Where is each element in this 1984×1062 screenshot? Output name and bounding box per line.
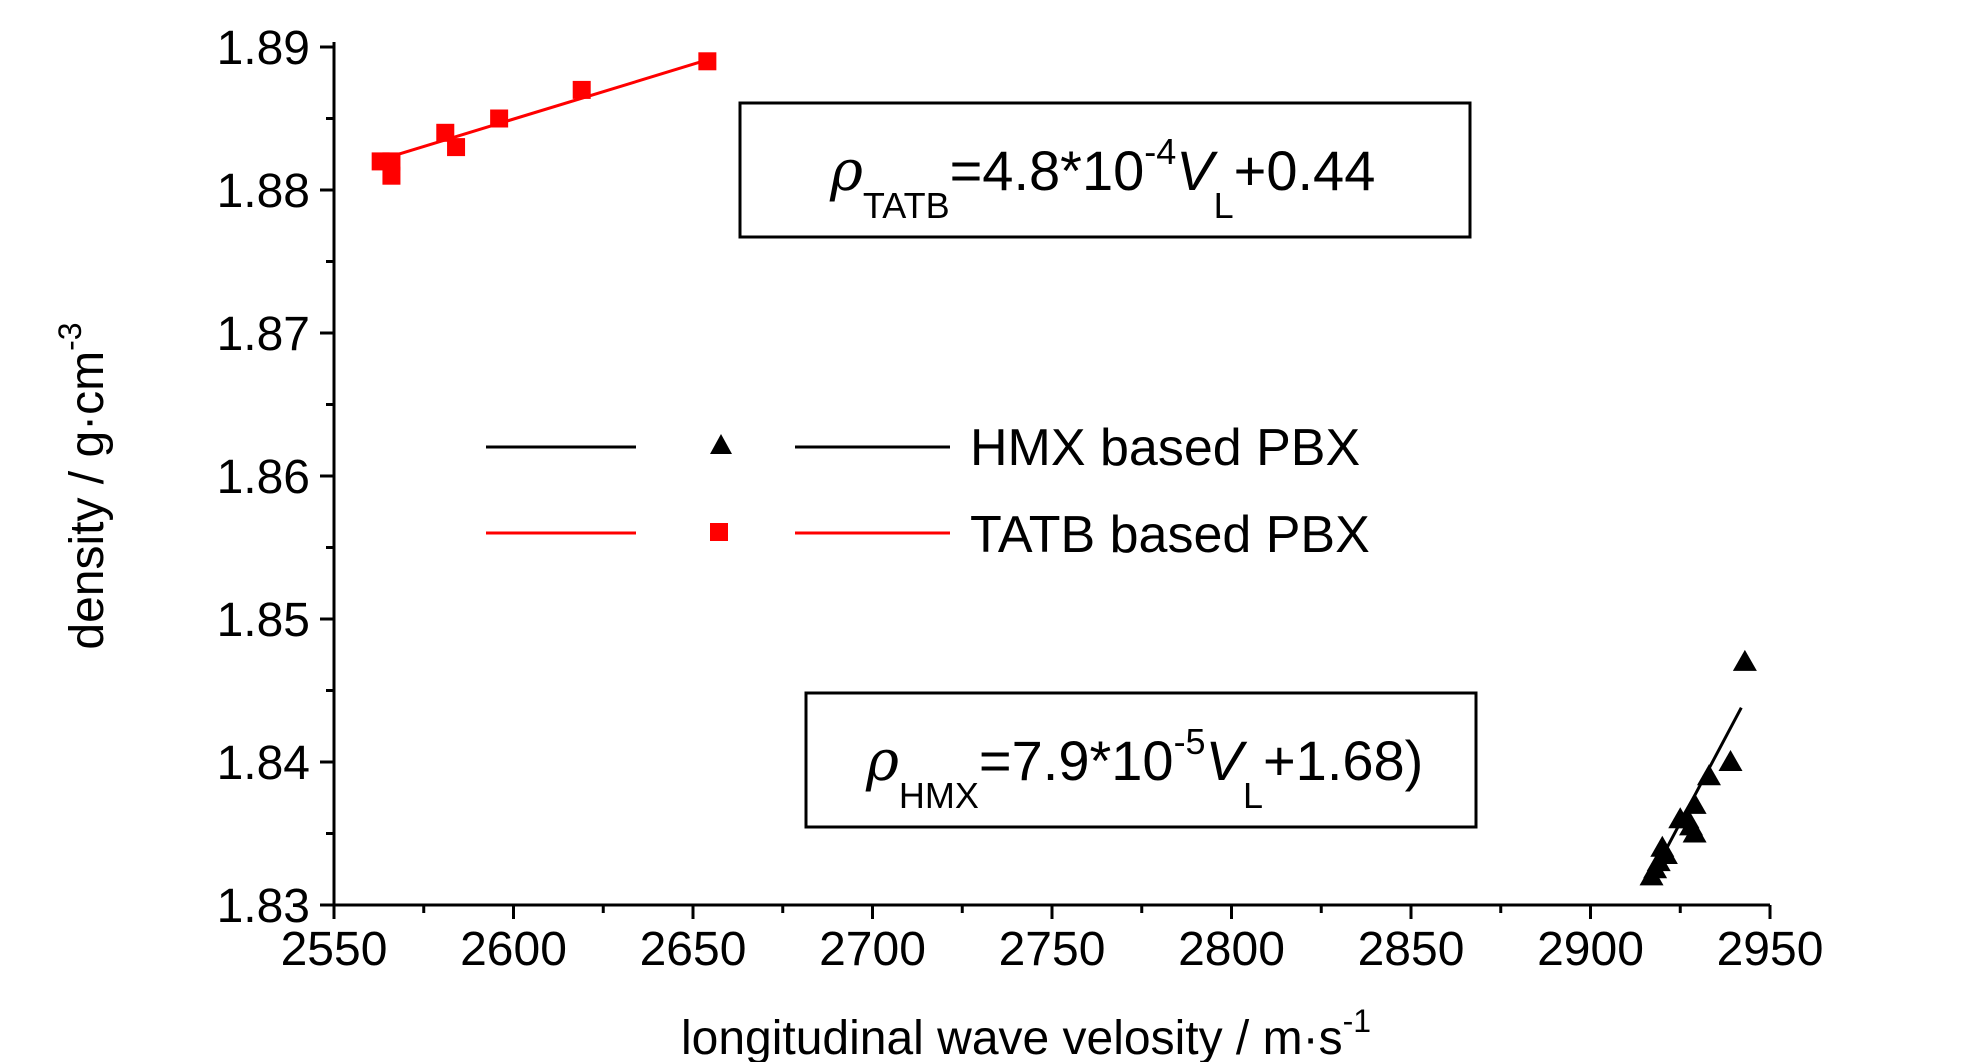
y-tick-label: 1.85 — [217, 594, 310, 647]
equation-tatb-coefficient: =4.8*10 — [950, 139, 1145, 202]
legend-marker-tatb-square — [710, 523, 728, 541]
legend-item-tatb: TATB based PBX — [486, 506, 1370, 564]
legend: HMX based PBX TATB based PBX — [486, 419, 1370, 564]
legend-marker-hmx-triangle — [710, 434, 732, 454]
equation-tatb-rho-subscript: TATB — [863, 185, 950, 226]
equation-hmx-variable: V — [1206, 729, 1248, 792]
x-tick-label: 2650 — [640, 923, 747, 976]
data-point-hmx — [1732, 649, 1757, 671]
equation-box-tatb: ρTATB=4.8*10-4VL+0.44 — [738, 101, 1472, 239]
data-point-tatb — [698, 52, 717, 71]
y-axis-title: density / g·cm-3 — [52, 322, 114, 649]
x-tick-label: 2700 — [819, 923, 926, 976]
data-point-tatb — [572, 80, 591, 99]
data-point-hmx — [1696, 764, 1721, 786]
equation-tatb-rho: ρ — [829, 139, 863, 204]
equation-hmx: ρHMX=7.9*10-5VL+1.68) — [865, 721, 1423, 816]
y-axis-title-superscript: -3 — [52, 322, 88, 350]
x-tick-label: 2950 — [1717, 923, 1824, 976]
equation-hmx-rho: ρ — [865, 729, 899, 794]
data-point-tatb — [382, 152, 401, 171]
x-tick-label: 2900 — [1537, 923, 1644, 976]
data-point-tatb — [447, 138, 466, 157]
equation-tatb: ρTATB=4.8*10-4VL+0.44 — [829, 131, 1375, 226]
equation-box-hmx: ρHMX=7.9*10-5VL+1.68) — [804, 691, 1478, 829]
legend-label-tatb: TATB based PBX — [970, 506, 1370, 564]
equation-hmx-variable-subscript: L — [1243, 775, 1263, 816]
y-tick-label: 1.84 — [217, 737, 310, 790]
x-tick-label: 2550 — [281, 923, 388, 976]
x-tick-label: 2850 — [1358, 923, 1465, 976]
data-point-tatb — [436, 123, 455, 142]
y-tick-label: 1.89 — [217, 22, 310, 75]
y-axis-ticks: 1.83 1.84 1.85 1.86 1.87 1.88 1.89 — [217, 22, 334, 933]
x-tick-label: 2800 — [1178, 923, 1285, 976]
x-tick-label: 2750 — [999, 923, 1106, 976]
data-point-hmx — [1653, 842, 1678, 864]
x-axis-ticks: 2550 2600 2650 2700 2750 2800 2850 2900 2950 — [281, 905, 1824, 976]
data-point-tatb — [382, 166, 401, 185]
y-tick-label: 1.88 — [217, 165, 310, 218]
x-tick-label: 2600 — [460, 923, 567, 976]
y-tick-label: 1.83 — [217, 880, 310, 933]
equation-box-tatb-frame — [738, 101, 1472, 239]
y-tick-label: 1.86 — [217, 451, 310, 504]
data-point-tatb — [490, 109, 509, 128]
y-tick-label: 1.87 — [217, 308, 310, 361]
legend-item-hmx: HMX based PBX — [486, 419, 1360, 477]
equation-tatb-variable: V — [1176, 139, 1218, 202]
equation-hmx-exponent: -5 — [1174, 721, 1206, 762]
x-axis-title-superscript: -1 — [1343, 1003, 1371, 1039]
equation-hmx-coefficient: =7.9*10 — [979, 729, 1174, 792]
equation-box-hmx-frame — [804, 691, 1478, 829]
data-point-hmx — [1682, 821, 1707, 843]
fit-line-tatb — [383, 58, 708, 160]
equation-tatb-intercept: +0.44 — [1234, 139, 1376, 202]
equation-hmx-intercept: +1.68) — [1263, 729, 1423, 792]
data-point-hmx — [1682, 792, 1707, 814]
equation-tatb-exponent: -4 — [1144, 131, 1176, 172]
x-axis-title: longitudinal wave velosity / m·s-1 — [681, 1003, 1371, 1062]
equation-tatb-variable-subscript: L — [1214, 185, 1234, 226]
equation-hmx-rho-subscript: HMX — [899, 775, 979, 816]
data-points — [371, 52, 1757, 886]
data-point-hmx — [1718, 750, 1743, 771]
legend-label-hmx: HMX based PBX — [970, 419, 1360, 477]
